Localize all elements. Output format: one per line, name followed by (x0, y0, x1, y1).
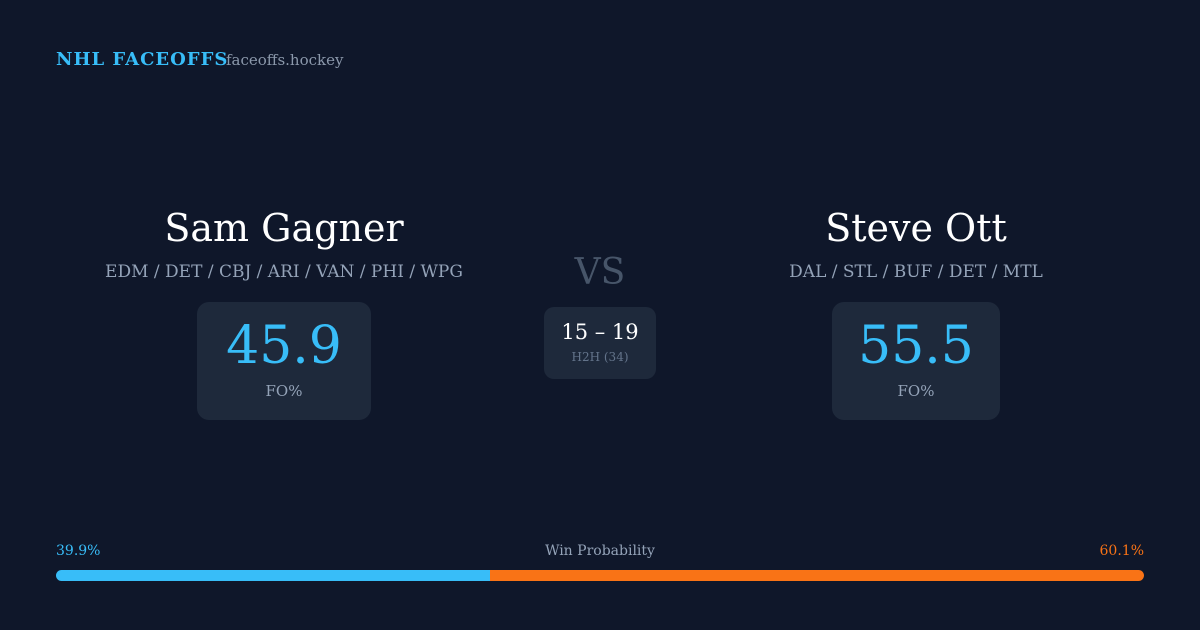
stat-card (197, 302, 371, 420)
stat-label: FO% (897, 382, 935, 400)
stat-value: 55.5 (858, 316, 974, 376)
win-prob-segment (490, 570, 1144, 581)
stat-label: FO% (265, 382, 303, 400)
win-prob-segment (56, 570, 491, 581)
stat-card (832, 302, 1000, 420)
stat-value: 45.9 (226, 316, 342, 376)
player-teams: DAL / STL / BUF / DET / MTL (789, 262, 1043, 282)
player-teams: EDM / DET / CBJ / ARI / VAN / PHI / WPG (105, 262, 463, 282)
h2h-score: 15 – 19 (561, 320, 639, 344)
brand-title: NHL FACEOFFS (56, 49, 229, 70)
site-name: faceoffs.hockey (226, 51, 344, 69)
player-name: Sam Gagner (164, 206, 404, 250)
win-prob-label: 39.9% (56, 543, 101, 559)
h2h-card (544, 307, 656, 379)
player-name: Steve Ott (825, 206, 1007, 250)
win-prob-bar (56, 570, 1144, 581)
vs-label: VS (574, 252, 626, 293)
win-prob-label: 60.1% (1099, 543, 1144, 559)
win-prob-title: Win Probability (545, 543, 655, 559)
h2h-label: H2H (34) (571, 350, 629, 364)
